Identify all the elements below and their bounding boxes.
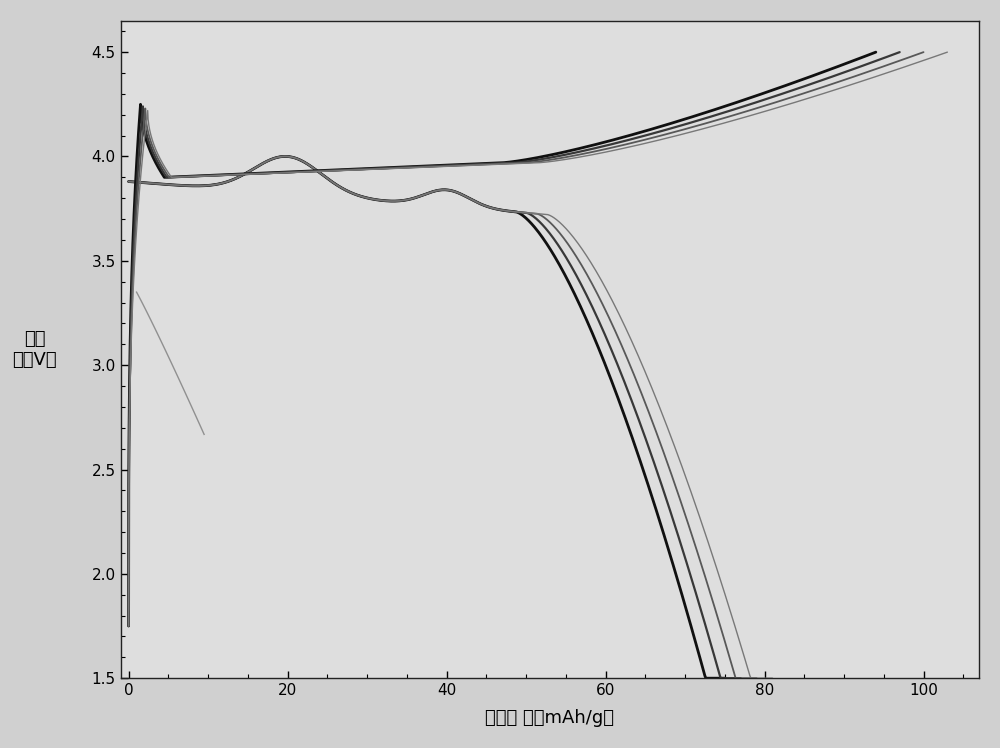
Y-axis label: 电压
／（V）: 电压 ／（V） xyxy=(12,330,57,369)
X-axis label: 比容量 ／（mAh/g）: 比容量 ／（mAh/g） xyxy=(485,709,614,727)
